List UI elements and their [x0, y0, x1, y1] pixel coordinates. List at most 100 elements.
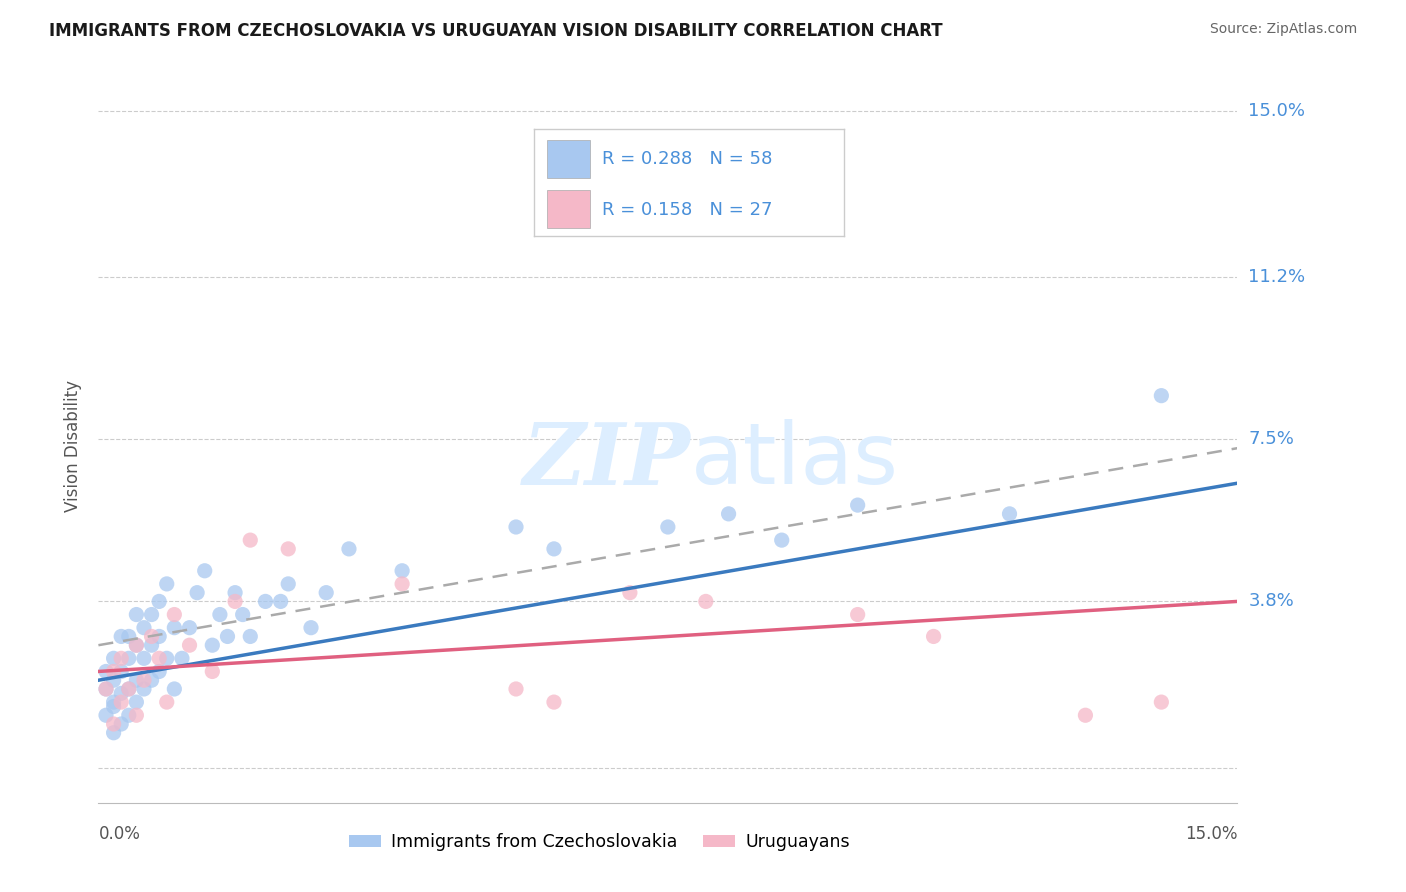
Point	[270, 594, 292, 608]
Point	[619, 585, 641, 599]
Point	[110, 651, 132, 665]
Point	[103, 665, 125, 679]
Point	[846, 498, 869, 512]
Point	[657, 520, 679, 534]
Point	[94, 681, 117, 696]
Point	[505, 520, 527, 534]
Point	[132, 681, 155, 696]
Point	[103, 651, 125, 665]
Point	[717, 507, 740, 521]
Point	[543, 695, 565, 709]
Point	[103, 717, 125, 731]
Text: 7.5%: 7.5%	[1249, 431, 1295, 449]
Point	[239, 533, 262, 548]
Point	[132, 621, 155, 635]
Point	[163, 621, 186, 635]
Point	[770, 533, 793, 548]
Point	[118, 708, 141, 723]
Text: R = 0.158   N = 27: R = 0.158 N = 27	[602, 201, 773, 219]
Point	[148, 665, 170, 679]
Text: 15.0%: 15.0%	[1185, 825, 1237, 843]
Point	[239, 629, 262, 643]
Text: 11.2%: 11.2%	[1249, 268, 1306, 286]
Point	[125, 638, 148, 652]
Point	[125, 638, 148, 652]
Text: 0.0%: 0.0%	[98, 825, 141, 843]
Point	[505, 681, 527, 696]
Point	[110, 717, 132, 731]
Point	[299, 621, 322, 635]
Point	[132, 673, 155, 688]
Point	[194, 564, 217, 578]
Text: R = 0.288   N = 58: R = 0.288 N = 58	[602, 151, 773, 169]
Point	[125, 695, 148, 709]
Point	[132, 651, 155, 665]
Point	[201, 665, 224, 679]
Point	[254, 594, 277, 608]
Point	[103, 699, 125, 714]
Text: 3.8%: 3.8%	[1249, 592, 1294, 610]
FancyBboxPatch shape	[547, 140, 591, 178]
Point	[277, 541, 299, 556]
Point	[148, 629, 170, 643]
Point	[141, 629, 163, 643]
Point	[125, 708, 148, 723]
Point	[94, 681, 117, 696]
Point	[846, 607, 869, 622]
Point	[224, 594, 246, 608]
Text: ZIP: ZIP	[523, 418, 690, 502]
Point	[337, 541, 360, 556]
Point	[125, 673, 148, 688]
Point	[1074, 708, 1097, 723]
Y-axis label: Vision Disability: Vision Disability	[65, 380, 83, 512]
Point	[110, 629, 132, 643]
Point	[156, 695, 179, 709]
Point	[141, 607, 163, 622]
Point	[156, 651, 179, 665]
Point	[163, 681, 186, 696]
Point	[208, 607, 231, 622]
Point	[103, 673, 125, 688]
Text: atlas: atlas	[690, 418, 898, 502]
Point	[156, 577, 179, 591]
Point	[1150, 695, 1173, 709]
Text: IMMIGRANTS FROM CZECHOSLOVAKIA VS URUGUAYAN VISION DISABILITY CORRELATION CHART: IMMIGRANTS FROM CZECHOSLOVAKIA VS URUGUA…	[49, 22, 943, 40]
Point	[695, 594, 717, 608]
Point	[224, 585, 246, 599]
Point	[125, 607, 148, 622]
Point	[163, 607, 186, 622]
Point	[201, 638, 224, 652]
Point	[1150, 389, 1173, 403]
Point	[315, 585, 337, 599]
Point	[391, 577, 413, 591]
Point	[922, 629, 945, 643]
Point	[998, 507, 1021, 521]
Text: Source: ZipAtlas.com: Source: ZipAtlas.com	[1209, 22, 1357, 37]
Point	[232, 607, 254, 622]
Point	[391, 564, 413, 578]
Point	[543, 541, 565, 556]
Point	[217, 629, 239, 643]
Point	[103, 695, 125, 709]
Point	[118, 681, 141, 696]
Point	[118, 651, 141, 665]
Point	[110, 695, 132, 709]
Point	[148, 651, 170, 665]
Point	[110, 686, 132, 700]
FancyBboxPatch shape	[547, 190, 591, 227]
Point	[94, 665, 117, 679]
Legend: Immigrants from Czechoslovakia, Uruguayans: Immigrants from Czechoslovakia, Uruguaya…	[343, 827, 856, 858]
Point	[170, 651, 193, 665]
Point	[179, 638, 201, 652]
Point	[94, 708, 117, 723]
Point	[118, 681, 141, 696]
Point	[179, 621, 201, 635]
Point	[186, 585, 208, 599]
Point	[141, 673, 163, 688]
Text: 15.0%: 15.0%	[1249, 102, 1305, 120]
Point	[141, 638, 163, 652]
Point	[103, 725, 125, 739]
Point	[277, 577, 299, 591]
Point	[148, 594, 170, 608]
Point	[118, 629, 141, 643]
